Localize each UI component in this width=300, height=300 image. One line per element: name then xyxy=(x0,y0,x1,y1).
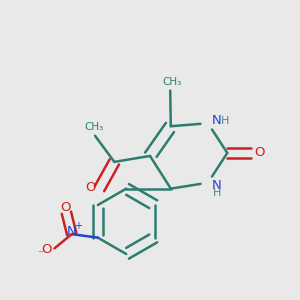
Text: O: O xyxy=(254,146,265,160)
Text: O: O xyxy=(60,201,70,214)
Text: H: H xyxy=(213,188,221,198)
Text: N: N xyxy=(212,114,222,128)
Text: N: N xyxy=(67,225,76,238)
Text: H: H xyxy=(221,116,230,126)
Text: O: O xyxy=(41,243,51,256)
Text: O: O xyxy=(85,181,96,194)
Text: ⁻: ⁻ xyxy=(37,249,43,259)
Text: N: N xyxy=(212,178,222,192)
Text: CH₃: CH₃ xyxy=(162,76,181,87)
Text: CH₃: CH₃ xyxy=(85,122,104,132)
Text: +: + xyxy=(74,221,82,231)
